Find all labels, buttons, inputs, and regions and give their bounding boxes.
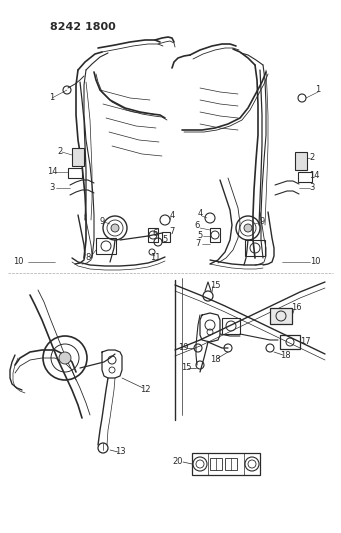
Text: 15: 15 — [181, 364, 191, 373]
Text: 2: 2 — [309, 154, 315, 163]
Bar — [298, 172, 312, 182]
Text: 3: 3 — [49, 183, 55, 192]
Text: 8: 8 — [85, 254, 91, 262]
Bar — [210, 228, 220, 242]
Bar — [280, 335, 300, 349]
Bar — [192, 453, 260, 475]
Bar — [96, 238, 116, 254]
Text: 7: 7 — [195, 239, 201, 248]
Text: 15: 15 — [210, 280, 220, 289]
Text: 20: 20 — [173, 457, 183, 466]
Text: 1: 1 — [49, 93, 55, 102]
Bar — [295, 152, 307, 170]
Text: 1: 1 — [315, 85, 321, 94]
Text: 14: 14 — [309, 171, 319, 180]
Bar — [245, 240, 265, 256]
Bar — [210, 458, 222, 470]
Text: 18: 18 — [210, 356, 220, 365]
Bar — [68, 168, 82, 178]
Text: 11: 11 — [150, 254, 160, 262]
Text: 2: 2 — [57, 148, 63, 157]
Text: 4: 4 — [197, 209, 203, 219]
Text: 19: 19 — [178, 343, 188, 352]
Text: 10: 10 — [13, 257, 23, 266]
Text: 9: 9 — [260, 217, 265, 227]
Text: 6: 6 — [194, 222, 200, 230]
Bar — [222, 318, 240, 334]
Bar — [148, 228, 158, 242]
Text: 7: 7 — [169, 228, 175, 237]
Text: 9: 9 — [99, 217, 105, 227]
Text: 4: 4 — [169, 211, 175, 220]
Text: 13: 13 — [115, 448, 125, 456]
Text: 12: 12 — [140, 385, 150, 394]
Text: 10: 10 — [310, 257, 320, 266]
Circle shape — [111, 224, 119, 232]
Text: 14: 14 — [47, 167, 57, 176]
Text: 8242 1800: 8242 1800 — [50, 22, 116, 32]
Bar — [162, 232, 170, 242]
Text: 3: 3 — [309, 183, 315, 192]
Text: 5: 5 — [162, 236, 168, 245]
Text: 17: 17 — [300, 337, 310, 346]
Bar — [72, 148, 84, 166]
Circle shape — [59, 352, 71, 364]
Circle shape — [244, 224, 252, 232]
Text: 18: 18 — [280, 351, 290, 359]
Bar — [225, 458, 237, 470]
Text: 16: 16 — [291, 303, 301, 312]
Text: 6: 6 — [152, 230, 158, 238]
Bar — [270, 308, 292, 324]
Text: 5: 5 — [197, 231, 203, 240]
